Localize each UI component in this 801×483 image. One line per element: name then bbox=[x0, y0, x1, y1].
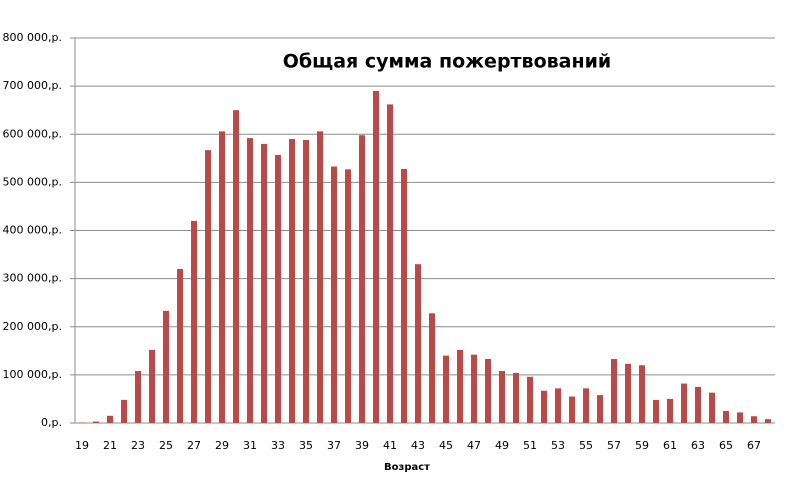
x-tick-label: 21 bbox=[103, 439, 117, 452]
x-tick-label: 63 bbox=[691, 439, 705, 452]
x-tick-label: 19 bbox=[75, 439, 89, 452]
x-tick-label: 49 bbox=[495, 439, 509, 452]
bar bbox=[737, 412, 743, 423]
bar bbox=[653, 399, 659, 423]
bar bbox=[555, 388, 561, 423]
bar bbox=[471, 354, 477, 423]
bar bbox=[569, 396, 575, 423]
y-tick-label: 700 000,р. bbox=[3, 79, 62, 92]
bar bbox=[219, 131, 225, 424]
bar bbox=[233, 110, 239, 423]
bar bbox=[317, 131, 323, 424]
bar bbox=[261, 143, 267, 423]
bar bbox=[177, 269, 183, 423]
bar bbox=[303, 140, 309, 423]
bar bbox=[373, 90, 379, 423]
x-tick-label: 47 bbox=[467, 439, 481, 452]
bar bbox=[513, 372, 519, 423]
bar bbox=[345, 169, 351, 423]
bar bbox=[149, 349, 155, 423]
bar bbox=[331, 166, 337, 423]
bar bbox=[359, 135, 365, 423]
bar bbox=[541, 390, 547, 423]
bar bbox=[611, 358, 617, 423]
bar bbox=[751, 416, 757, 423]
bar bbox=[639, 365, 645, 423]
bar bbox=[765, 419, 771, 423]
y-tick-label: 100 000,р. bbox=[3, 368, 62, 381]
x-tick-label: 55 bbox=[579, 439, 593, 452]
x-tick-label: 25 bbox=[159, 439, 173, 452]
x-tick-label: 27 bbox=[187, 439, 201, 452]
bar bbox=[499, 371, 505, 423]
bar bbox=[597, 395, 603, 423]
x-tick-label: 51 bbox=[523, 439, 537, 452]
bar bbox=[415, 264, 421, 423]
y-tick-label: 300 000,р. bbox=[3, 272, 62, 285]
bar bbox=[709, 392, 715, 423]
bar bbox=[443, 355, 449, 423]
y-tick-label: 800 000,р. bbox=[3, 31, 62, 44]
y-tick-label: 200 000,р. bbox=[3, 320, 62, 333]
bar bbox=[681, 383, 687, 423]
bar bbox=[583, 388, 589, 423]
bar bbox=[247, 138, 253, 423]
bar bbox=[527, 376, 533, 423]
bar bbox=[387, 104, 393, 423]
x-tick-label: 33 bbox=[271, 439, 285, 452]
x-tick-label: 35 bbox=[299, 439, 313, 452]
bar bbox=[401, 168, 407, 423]
y-tick-label: 500 000,р. bbox=[3, 175, 62, 188]
x-tick-label: 65 bbox=[719, 439, 733, 452]
bar bbox=[191, 220, 197, 423]
chart-title: Общая сумма пожертвований bbox=[283, 51, 611, 73]
bar bbox=[93, 421, 99, 423]
bar bbox=[107, 415, 113, 423]
bar bbox=[457, 349, 463, 423]
bar bbox=[205, 150, 211, 423]
bar bbox=[485, 358, 491, 423]
x-tick-label: 57 bbox=[607, 439, 621, 452]
x-tick-label: 61 bbox=[663, 439, 677, 452]
bar bbox=[695, 386, 701, 423]
bar bbox=[135, 371, 141, 423]
bar bbox=[163, 310, 169, 423]
x-tick-label: 29 bbox=[215, 439, 229, 452]
x-tick-label: 39 bbox=[355, 439, 369, 452]
bar bbox=[723, 410, 729, 423]
x-tick-label: 67 bbox=[747, 439, 761, 452]
x-tick-label: 45 bbox=[439, 439, 453, 452]
x-tick-label: 31 bbox=[243, 439, 257, 452]
bar bbox=[667, 398, 673, 423]
bar bbox=[121, 399, 127, 423]
y-tick-label: 0,р. bbox=[41, 416, 62, 429]
x-tick-label: 23 bbox=[131, 439, 145, 452]
bar bbox=[429, 313, 435, 423]
x-tick-label: 37 bbox=[327, 439, 341, 452]
y-tick-label: 600 000,р. bbox=[3, 127, 62, 140]
bar bbox=[625, 363, 631, 423]
bar bbox=[289, 139, 295, 423]
x-tick-label: 59 bbox=[635, 439, 649, 452]
bar bbox=[275, 154, 281, 423]
x-tick-label: 53 bbox=[551, 439, 565, 452]
x-axis-label: Возраст bbox=[384, 462, 430, 473]
x-tick-label: 41 bbox=[383, 439, 397, 452]
x-tick-label: 43 bbox=[411, 439, 425, 452]
y-tick-label: 400 000,р. bbox=[3, 224, 62, 237]
